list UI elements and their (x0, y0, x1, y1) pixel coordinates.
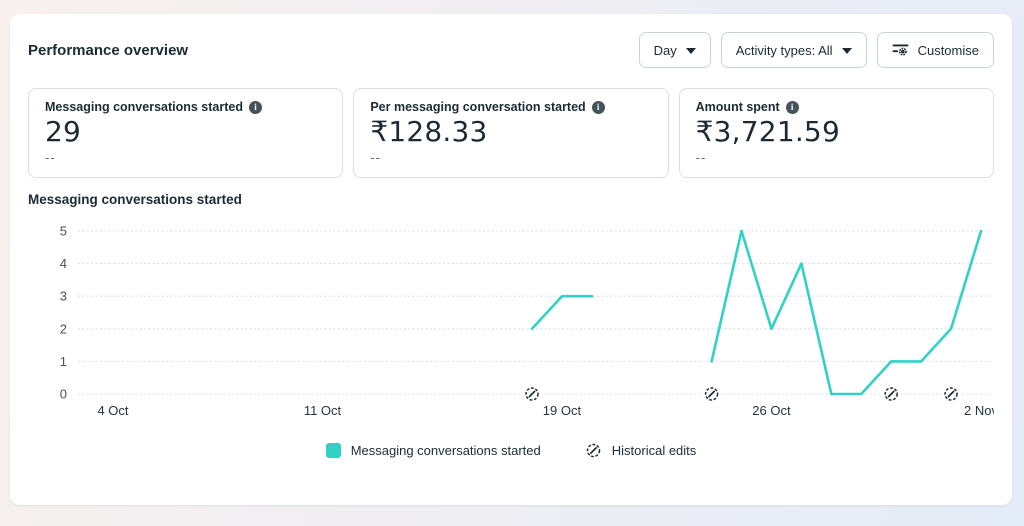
legend-item-conversations: Messaging conversations started (325, 443, 541, 458)
metric-secondary: -- (45, 150, 56, 165)
x-tick-label: 26 Oct (752, 403, 791, 418)
activity-types-label: Activity types: All (735, 42, 833, 58)
metric-value: ₹128.33 (370, 115, 488, 148)
info-icon[interactable]: i (248, 100, 262, 114)
activity-types-dropdown[interactable]: Activity types: All (720, 32, 867, 68)
metric-label: Amount spent (695, 100, 780, 114)
metric-secondary: -- (695, 150, 707, 165)
legend-item-historical-edits: Historical edits (585, 442, 697, 459)
metric-card-per-conversation-cost: Per messaging conversation started i ₹12… (353, 88, 669, 178)
chevron-down-icon (685, 47, 696, 54)
y-tick-label: 1 (60, 354, 67, 369)
historical-edit-marker[interactable] (881, 384, 901, 404)
conversations-line-chart: 5 4 3 2 1 0 4 Oct 11 Oct 19 Oct 26 Oct 2 Nov (60, 224, 999, 419)
legend-swatch (325, 443, 341, 458)
metric-card-amount-spent: Amount spent i ₹3,721.59 -- (678, 88, 994, 178)
conversations-line-series (710, 229, 983, 396)
chart-area: 5 4 3 2 1 0 4 Oct 11 Oct 19 Oct 26 Oct 2 Nov (28, 219, 999, 428)
chevron-down-icon (841, 47, 852, 54)
y-tick-label: 5 (60, 224, 67, 239)
y-tick-label: 4 (60, 256, 67, 271)
customise-label: Customise (917, 42, 979, 58)
metric-card-conversations-started: Messaging conversations started i 29 -- (28, 88, 344, 178)
metric-cards-row: Messaging conversations started i 29 -- … (28, 88, 994, 178)
day-dropdown[interactable]: Day (638, 32, 711, 68)
historical-edits-icon (585, 442, 602, 459)
metric-label: Per messaging conversation started (370, 100, 586, 114)
performance-overview-card: Performance overview Day Activity types:… (10, 14, 1012, 505)
chart-title: Messaging conversations started (28, 192, 242, 207)
x-tick-label: 4 Oct (97, 403, 128, 418)
chart-legend: Messaging conversations started Historic… (28, 442, 994, 459)
page-title: Performance overview (28, 41, 189, 59)
legend-label: Messaging conversations started (350, 443, 541, 458)
y-tick-label: 3 (60, 289, 67, 304)
metric-value: ₹3,721.59 (695, 115, 840, 148)
legend-label: Historical edits (611, 443, 697, 458)
y-tick-label: 0 (60, 387, 67, 402)
historical-edit-marker[interactable] (522, 384, 542, 404)
header-controls: Day Activity types: All (638, 32, 994, 68)
day-dropdown-label: Day (653, 42, 677, 58)
historical-edit-marker[interactable] (941, 384, 961, 404)
x-tick-label: 11 Oct (304, 403, 342, 418)
y-tick-label: 2 (60, 321, 67, 336)
customise-settings-icon (892, 42, 909, 58)
x-tick-label: 2 Nov (964, 403, 994, 418)
metric-label: Messaging conversations started (45, 100, 243, 114)
customise-button[interactable]: Customise (876, 32, 994, 68)
metric-value: 29 (45, 115, 82, 148)
conversations-line-series (530, 294, 594, 331)
info-icon[interactable]: i (591, 100, 605, 114)
header-row: Performance overview Day Activity types:… (28, 32, 994, 68)
metric-secondary: -- (370, 150, 381, 165)
historical-edit-marker[interactable] (702, 384, 722, 404)
x-tick-label: 19 Oct (543, 403, 582, 418)
info-icon[interactable]: i (785, 100, 799, 114)
